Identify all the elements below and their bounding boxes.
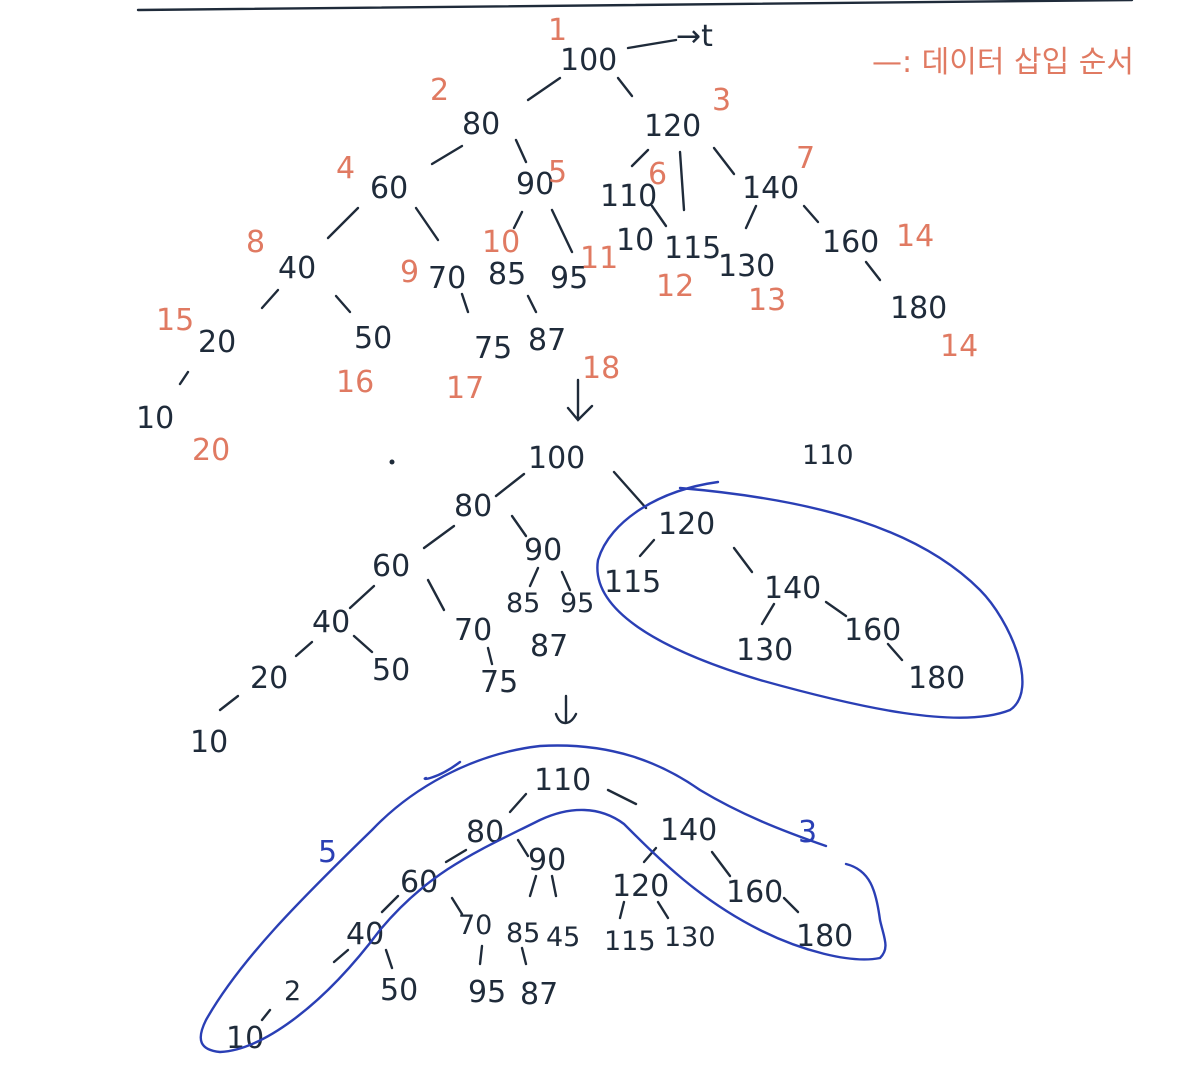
order-16: 16 (336, 365, 374, 400)
tree3-node-50: 50 (380, 973, 418, 1008)
tree-3: 110 80 140 90 60 120 160 40 70 85 45 115… (199, 744, 887, 1056)
tree2-node-115: 115 (604, 565, 661, 600)
tree2-node-95: 95 (560, 588, 594, 619)
tree2-node-70: 70 (454, 613, 492, 648)
tree3-node-95: 95 (468, 975, 506, 1010)
tree3-node-45: 45 (546, 922, 580, 953)
order-3: 3 (712, 83, 731, 118)
tree-1: 100 80 120 60 90 110 140 40 70 85 95 10 … (136, 13, 978, 468)
order-9: 9 (400, 255, 419, 290)
longest-path-outline (199, 744, 887, 1054)
tree1-node-50: 50 (354, 321, 392, 356)
right-path-height-label: 3 (798, 815, 817, 850)
transition-arrow-2 (554, 694, 578, 725)
order-14: 14 (896, 219, 934, 254)
order-11: 11 (580, 241, 618, 276)
tree1-node-10: 10 (136, 401, 174, 436)
tree2-node-140: 140 (764, 571, 821, 606)
tree1-node-60: 60 (370, 171, 408, 206)
left-path-height-label: 5 (318, 835, 337, 870)
tree3-node-60: 60 (400, 865, 438, 900)
tree1-node-80: 80 (462, 107, 500, 142)
order-20: 20 (192, 433, 230, 468)
transition-arrow-1 (566, 378, 594, 422)
tree1-root-pointer: →t (676, 19, 713, 54)
tree3-node-87: 87 (520, 977, 558, 1012)
tree1-node-160: 160 (822, 225, 879, 260)
tree3-node-120: 120 (612, 869, 669, 904)
tree3-node-85: 85 (506, 918, 540, 949)
order-15: 15 (156, 303, 194, 338)
order-2: 2 (430, 73, 449, 108)
tree1-node-115: 115 (664, 231, 721, 266)
tree3-node-70: 70 (458, 910, 492, 941)
order-13: 13 (748, 283, 786, 318)
tree3-node-130: 130 (664, 922, 716, 953)
tree2-node-10: 10 (190, 725, 228, 760)
order-4: 4 (336, 151, 355, 186)
tree2-node-160: 160 (844, 613, 901, 648)
order-17: 17 (446, 371, 484, 406)
tree3-node-80: 80 (466, 815, 504, 850)
order-10: 10 (482, 225, 520, 260)
order-1: 1 (548, 13, 567, 48)
tree1-node-130: 130 (718, 249, 775, 284)
tree2-node-130: 130 (736, 633, 793, 668)
tree3-node-110: 110 (534, 763, 591, 798)
tree2-node-50: 50 (372, 653, 410, 688)
tree2-node-100: 100 (528, 441, 585, 476)
tree-2: 100 80 90 60 120 115 140 40 85 95 70 87 … (190, 440, 1024, 760)
tree2-node-120: 120 (658, 507, 715, 542)
tree1-node-140: 140 (742, 171, 799, 206)
order-5: 5 (548, 155, 567, 190)
tree2-node-180: 180 (908, 661, 965, 696)
tree2-node-40: 40 (312, 605, 350, 640)
tree1-node-100: 100 (560, 43, 617, 78)
tree1-node-95: 95 (550, 261, 588, 296)
tree3-node-90: 90 (528, 843, 566, 878)
order-19: 14 (940, 329, 978, 364)
tree1-node-20: 20 (198, 325, 236, 360)
order-7: 7 (796, 141, 815, 176)
top-rule-line (136, 0, 1134, 12)
tree1-node-85: 85 (488, 257, 526, 292)
tree3-node-140: 140 (660, 813, 717, 848)
order-8: 8 (246, 225, 265, 260)
stray-dot (389, 459, 395, 465)
tree1-node-110: 110 (600, 179, 657, 214)
insertion-order-legend: —: 데이터 삽입 순서 (872, 45, 1134, 80)
tree2-node-90: 90 (524, 533, 562, 568)
order-12: 12 (656, 269, 694, 304)
tree2-node-20: 20 (250, 661, 288, 696)
tree1-node-10-mid: 10 (616, 223, 654, 258)
tree2-node-80: 80 (454, 489, 492, 524)
order-18: 18 (582, 351, 620, 386)
tree3-node-20: 2 (284, 976, 301, 1007)
tree3-node-115: 115 (604, 926, 656, 957)
tree3-node-160: 160 (726, 875, 783, 910)
tree2-node-87: 87 (530, 629, 568, 664)
tree1-node-87: 87 (528, 323, 566, 358)
tree2-node-75: 75 (480, 665, 518, 700)
tree2-side-note-110: 110 (802, 440, 854, 471)
order-6: 6 (648, 157, 667, 192)
tree2-node-85: 85 (506, 588, 540, 619)
tree1-node-120: 120 (644, 109, 701, 144)
tree1-node-70: 70 (428, 261, 466, 296)
tree1-node-75: 75 (474, 331, 512, 366)
tree2-node-60: 60 (372, 549, 410, 584)
right-subtree-circle (596, 480, 1024, 719)
tree1-node-180: 180 (890, 291, 947, 326)
tree1-node-90: 90 (516, 167, 554, 202)
tree3-node-40: 40 (346, 917, 384, 952)
tree1-node-40: 40 (278, 251, 316, 286)
